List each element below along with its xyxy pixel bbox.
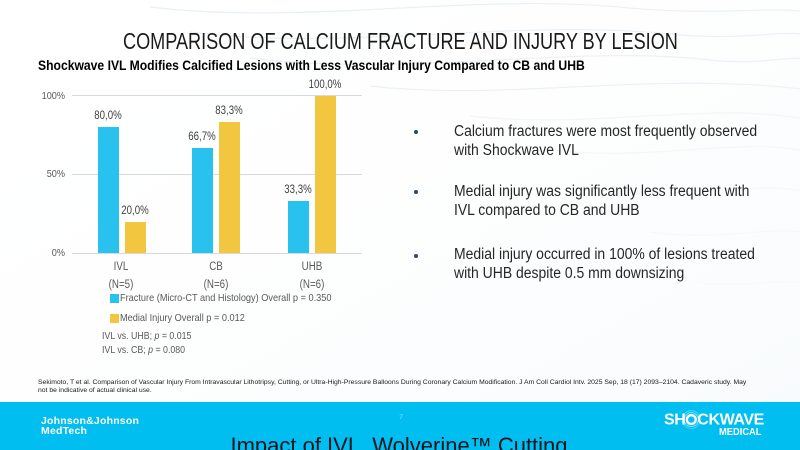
svg-text:CKWAVE: CKWAVE [697,412,764,429]
svg-text:MEDICAL: MEDICAL [719,427,762,438]
svg-text:SH: SH [664,412,685,429]
